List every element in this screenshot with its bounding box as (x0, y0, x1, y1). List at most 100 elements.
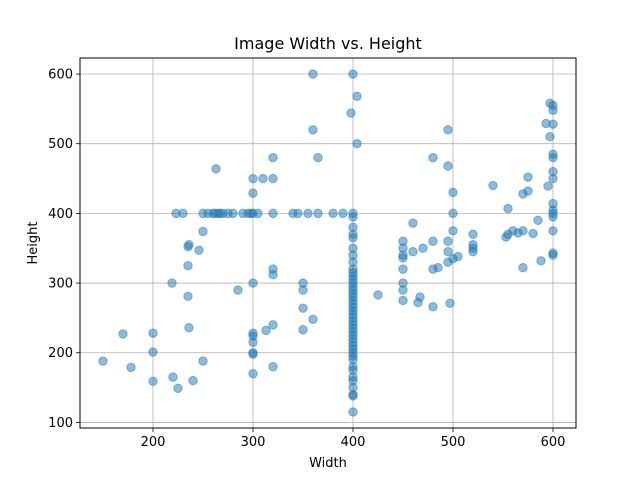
data-point (548, 119, 558, 129)
data-point (468, 229, 478, 239)
data-point (268, 173, 278, 184)
data-point (428, 236, 438, 246)
data-point (261, 325, 271, 336)
data-point (248, 368, 258, 379)
data-point (408, 218, 418, 228)
data-point (268, 208, 278, 219)
data-point (543, 181, 553, 191)
y-tick-label: 200 (48, 346, 73, 361)
data-point (433, 263, 443, 273)
plot-frame (79, 57, 577, 429)
data-point (428, 302, 438, 312)
data-point (167, 278, 177, 288)
data-point (503, 203, 513, 214)
data-point (178, 208, 188, 219)
data-point (168, 372, 178, 382)
data-point (248, 337, 258, 347)
data-point (548, 226, 558, 236)
x-tick-label: 400 (341, 435, 366, 450)
data-point (98, 356, 108, 366)
data-point (533, 215, 543, 226)
data-point (548, 250, 558, 260)
x-axis-label: Width (309, 456, 347, 471)
x-tick-label: 300 (241, 435, 266, 450)
data-point (523, 172, 533, 182)
data-point (148, 376, 158, 387)
data-point (548, 105, 558, 115)
y-axis-label: Height (26, 222, 41, 265)
data-point (352, 139, 362, 149)
data-point (398, 264, 408, 274)
data-point (308, 314, 318, 324)
data-point (428, 152, 438, 163)
grid-lines (80, 58, 576, 428)
x-tick-label: 200 (141, 435, 166, 450)
data-point (298, 285, 308, 295)
data-point (443, 125, 453, 135)
data-point (348, 407, 358, 417)
data-point (268, 320, 278, 330)
y-tick-label: 500 (48, 137, 73, 152)
data-point (328, 208, 338, 219)
data-point (338, 208, 348, 219)
data-point (415, 292, 425, 302)
data-point (194, 245, 204, 256)
data-point (184, 240, 194, 250)
data-point (248, 173, 258, 184)
data-point (118, 329, 128, 339)
data-point (468, 247, 478, 257)
chart-title: Image Width vs. Height (234, 34, 422, 53)
data-point (448, 208, 458, 219)
data-point (453, 251, 463, 262)
data-point (373, 290, 383, 300)
data-point (348, 391, 358, 401)
data-point (348, 233, 358, 243)
data-point (211, 164, 221, 174)
data-point (173, 383, 183, 393)
data-point (518, 263, 528, 273)
data-point (148, 347, 158, 357)
data-point (253, 208, 263, 219)
data-point (448, 187, 458, 198)
data-point (545, 132, 555, 142)
data-point (518, 226, 528, 236)
data-point (298, 303, 308, 313)
data-point (443, 236, 453, 246)
data-point (268, 361, 278, 372)
data-point (313, 208, 323, 219)
data-point (184, 322, 194, 333)
data-point (303, 208, 313, 219)
data-point (443, 161, 453, 171)
y-tick-label: 100 (48, 416, 73, 431)
data-point (198, 226, 208, 237)
data-point (268, 270, 278, 280)
x-tick-label: 500 (441, 435, 466, 450)
data-point (293, 208, 303, 219)
data-point (228, 208, 238, 219)
data-point (398, 295, 408, 306)
data-point (298, 325, 308, 335)
data-point (183, 260, 193, 271)
data-point (443, 247, 453, 257)
data-point (548, 212, 558, 222)
data-point (548, 173, 558, 184)
data-point (348, 69, 358, 79)
data-point (258, 173, 268, 184)
data-point (418, 243, 428, 253)
data-point (248, 278, 258, 288)
data-point (398, 253, 408, 263)
data-point (536, 256, 546, 266)
y-tick-label: 300 (48, 277, 73, 292)
data-point (528, 228, 538, 239)
data-point (488, 180, 498, 191)
data-point (188, 375, 198, 386)
data-points (98, 69, 558, 417)
data-point (198, 356, 208, 366)
data-point (548, 152, 558, 163)
data-point (445, 298, 455, 308)
data-point (233, 285, 243, 295)
data-point (346, 108, 356, 118)
data-point (523, 186, 533, 196)
